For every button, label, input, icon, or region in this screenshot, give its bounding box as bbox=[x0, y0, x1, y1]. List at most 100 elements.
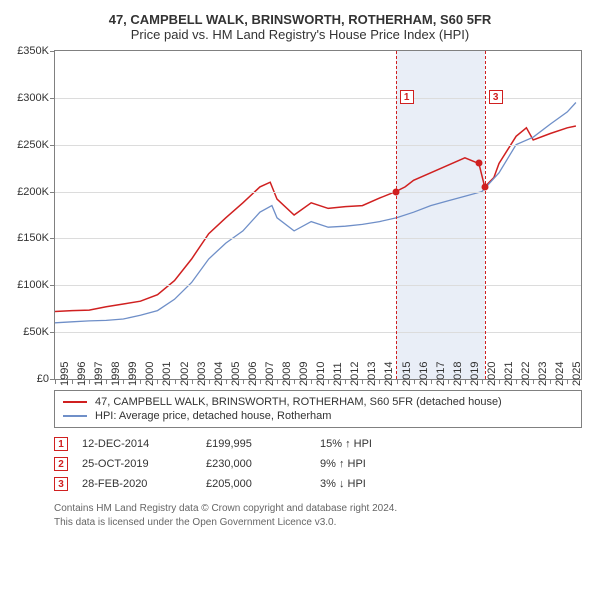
x-axis-label: 2011 bbox=[332, 362, 344, 386]
sale-dot bbox=[481, 183, 488, 190]
y-tick bbox=[50, 192, 55, 193]
x-axis-label: 2025 bbox=[571, 362, 583, 386]
sale-row-price: £230,000 bbox=[206, 458, 306, 470]
y-axis-label: £250K bbox=[17, 139, 49, 151]
y-tick bbox=[50, 238, 55, 239]
x-tick bbox=[550, 379, 551, 384]
x-tick bbox=[192, 379, 193, 384]
sale-marker-label: 3 bbox=[489, 90, 503, 104]
x-tick bbox=[243, 379, 244, 384]
sale-row-price: £205,000 bbox=[206, 478, 306, 490]
x-axis-label: 1996 bbox=[76, 362, 88, 386]
legend-item: 47, CAMPBELL WALK, BRINSWORTH, ROTHERHAM… bbox=[63, 395, 573, 409]
sale-row-marker: 3 bbox=[54, 477, 68, 491]
legend-text: HPI: Average price, detached house, Roth… bbox=[95, 410, 331, 422]
x-tick bbox=[140, 379, 141, 384]
sale-row-date: 25-OCT-2019 bbox=[82, 458, 192, 470]
x-axis-label: 2000 bbox=[144, 362, 156, 386]
y-tick bbox=[50, 98, 55, 99]
y-axis-label: £100K bbox=[17, 279, 49, 291]
x-tick bbox=[345, 379, 346, 384]
gridline-h bbox=[55, 285, 581, 286]
sale-row-pct: 9% ↑ HPI bbox=[320, 458, 430, 470]
x-axis-label: 1995 bbox=[59, 362, 71, 386]
sale-row: 2 25-OCT-2019 £230,000 9% ↑ HPI bbox=[54, 454, 582, 474]
sale-row: 328-FEB-2020£205,0003% ↓ HPI bbox=[54, 474, 582, 494]
x-tick bbox=[465, 379, 466, 384]
x-tick bbox=[72, 379, 73, 384]
x-axis-label: 2001 bbox=[161, 362, 173, 386]
sale-marker-label: 1 bbox=[400, 90, 414, 104]
x-axis-label: 2022 bbox=[520, 362, 532, 386]
legend-swatch bbox=[63, 415, 87, 417]
sale-row-pct: 15% ↑ HPI bbox=[320, 438, 430, 450]
chart-legend: 47, CAMPBELL WALK, BRINSWORTH, ROTHERHAM… bbox=[54, 390, 582, 428]
x-axis-label: 2010 bbox=[315, 362, 327, 386]
y-tick bbox=[50, 285, 55, 286]
sale-vline bbox=[485, 51, 486, 379]
x-tick bbox=[106, 379, 107, 384]
gridline-h bbox=[55, 192, 581, 193]
gridline-h bbox=[55, 238, 581, 239]
series-line-hpi bbox=[55, 103, 576, 323]
x-axis-label: 2004 bbox=[213, 362, 225, 386]
sale-row-price: £199,995 bbox=[206, 438, 306, 450]
x-tick bbox=[311, 379, 312, 384]
y-axis-label: £150K bbox=[17, 232, 49, 244]
x-tick bbox=[499, 379, 500, 384]
y-axis-label: £200K bbox=[17, 186, 49, 198]
x-axis-label: 2003 bbox=[196, 362, 208, 386]
sale-dot bbox=[392, 188, 399, 195]
legend-text: 47, CAMPBELL WALK, BRINSWORTH, ROTHERHAM… bbox=[95, 396, 502, 408]
x-axis-label: 2015 bbox=[401, 362, 413, 386]
x-tick bbox=[157, 379, 158, 384]
x-axis-label: 2007 bbox=[264, 362, 276, 386]
y-axis-label: £350K bbox=[17, 45, 49, 57]
x-axis-label: 2018 bbox=[452, 362, 464, 386]
footer-line1: Contains HM Land Registry data © Crown c… bbox=[54, 502, 582, 516]
x-tick bbox=[55, 379, 56, 384]
legend-item: HPI: Average price, detached house, Roth… bbox=[63, 409, 573, 423]
x-tick bbox=[397, 379, 398, 384]
y-axis-label: £0 bbox=[37, 373, 49, 385]
x-axis-label: 2013 bbox=[366, 362, 378, 386]
x-axis-label: 1998 bbox=[110, 362, 122, 386]
x-axis-label: 2009 bbox=[298, 362, 310, 386]
x-tick bbox=[294, 379, 295, 384]
x-tick bbox=[414, 379, 415, 384]
x-tick bbox=[123, 379, 124, 384]
x-axis-label: 2006 bbox=[247, 362, 259, 386]
x-tick bbox=[226, 379, 227, 384]
footer-line2: This data is licensed under the Open Gov… bbox=[54, 516, 582, 530]
y-axis-label: £50K bbox=[23, 326, 49, 338]
x-tick bbox=[533, 379, 534, 384]
chart-container: 47, CAMPBELL WALK, BRINSWORTH, ROTHERHAM… bbox=[0, 0, 600, 539]
x-axis-label: 2023 bbox=[537, 362, 549, 386]
sale-dot bbox=[475, 160, 482, 167]
x-tick bbox=[431, 379, 432, 384]
x-axis-label: 1999 bbox=[127, 362, 139, 386]
chart-plot-area: £0£50K£100K£150K£200K£250K£300K£350K1995… bbox=[54, 50, 582, 380]
x-axis-label: 2017 bbox=[435, 362, 447, 386]
y-tick bbox=[50, 145, 55, 146]
x-axis-label: 2019 bbox=[469, 362, 481, 386]
x-tick bbox=[379, 379, 380, 384]
x-axis-label: 2008 bbox=[281, 362, 293, 386]
sales-table: 112-DEC-2014£199,99515% ↑ HPI225-OCT-201… bbox=[54, 434, 582, 494]
x-axis-label: 2012 bbox=[349, 362, 361, 386]
sale-row-marker: 1 bbox=[54, 437, 68, 451]
chart-title-line1: 47, CAMPBELL WALK, BRINSWORTH, ROTHERHAM… bbox=[18, 12, 582, 27]
x-tick bbox=[175, 379, 176, 384]
x-tick bbox=[482, 379, 483, 384]
x-tick bbox=[328, 379, 329, 384]
x-axis-label: 2002 bbox=[179, 362, 191, 386]
x-axis-label: 2024 bbox=[554, 362, 566, 386]
x-tick bbox=[260, 379, 261, 384]
sale-row-pct: 3% ↓ HPI bbox=[320, 478, 430, 490]
x-tick bbox=[362, 379, 363, 384]
sale-row-marker: 2 bbox=[54, 457, 68, 471]
chart-footer: Contains HM Land Registry data © Crown c… bbox=[54, 502, 582, 529]
chart-title-line2: Price paid vs. HM Land Registry's House … bbox=[18, 27, 582, 42]
x-axis-label: 1997 bbox=[93, 362, 105, 386]
y-tick bbox=[50, 332, 55, 333]
